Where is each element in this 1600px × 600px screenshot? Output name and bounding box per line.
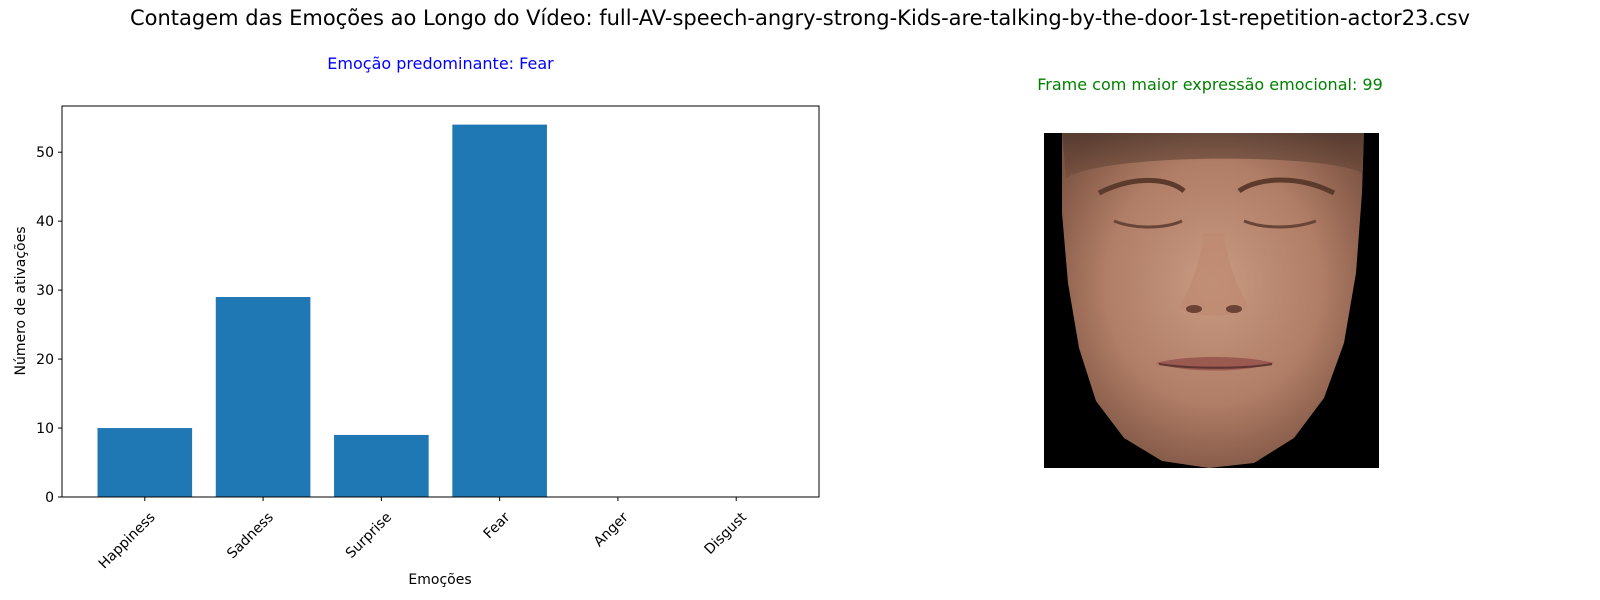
face-frame-image (1044, 133, 1379, 468)
chart-title: Emoção predominante: Fear (327, 54, 554, 73)
face-frame-title: Frame com maior expressão emocional: 99 (1037, 75, 1383, 94)
x-tick-label-happiness: Happiness (96, 509, 159, 572)
bar-sadness (215, 297, 311, 497)
y-tick-label: 10 (36, 421, 54, 437)
bar-surprise (334, 434, 429, 497)
x-tick-label-surprise: Surprise (343, 509, 395, 561)
y-axis-label: Número de ativações (13, 226, 29, 375)
bar-happiness (97, 428, 193, 497)
x-axis-label: Emoções (408, 572, 471, 588)
y-axis-ticks: 0 10 20 30 40 50 (36, 145, 62, 506)
y-tick-label: 20 (36, 352, 54, 368)
y-tick-label: 30 (36, 283, 54, 299)
x-axis-ticks: Happiness Sadness Surprise Fear Anger Disgust (96, 497, 751, 572)
x-tick-label-disgust: Disgust (702, 509, 751, 558)
bars-layer (97, 124, 547, 497)
bar-fear (452, 124, 547, 497)
y-tick-label: 50 (36, 145, 54, 161)
bar-chart: 0 10 20 30 40 50 Happiness Sadness Surprise Fear… (13, 105, 820, 588)
figure-title: Contagem das Emoções ao Longo do Vídeo: … (129, 6, 1471, 30)
x-tick-label-anger: Anger (591, 509, 632, 550)
plot-frame (61, 105, 820, 498)
x-tick-label-fear: Fear (481, 509, 514, 542)
x-tick-label-sadness: Sadness (224, 509, 277, 562)
y-tick-label: 40 (36, 214, 54, 230)
y-tick-label: 0 (45, 490, 54, 506)
